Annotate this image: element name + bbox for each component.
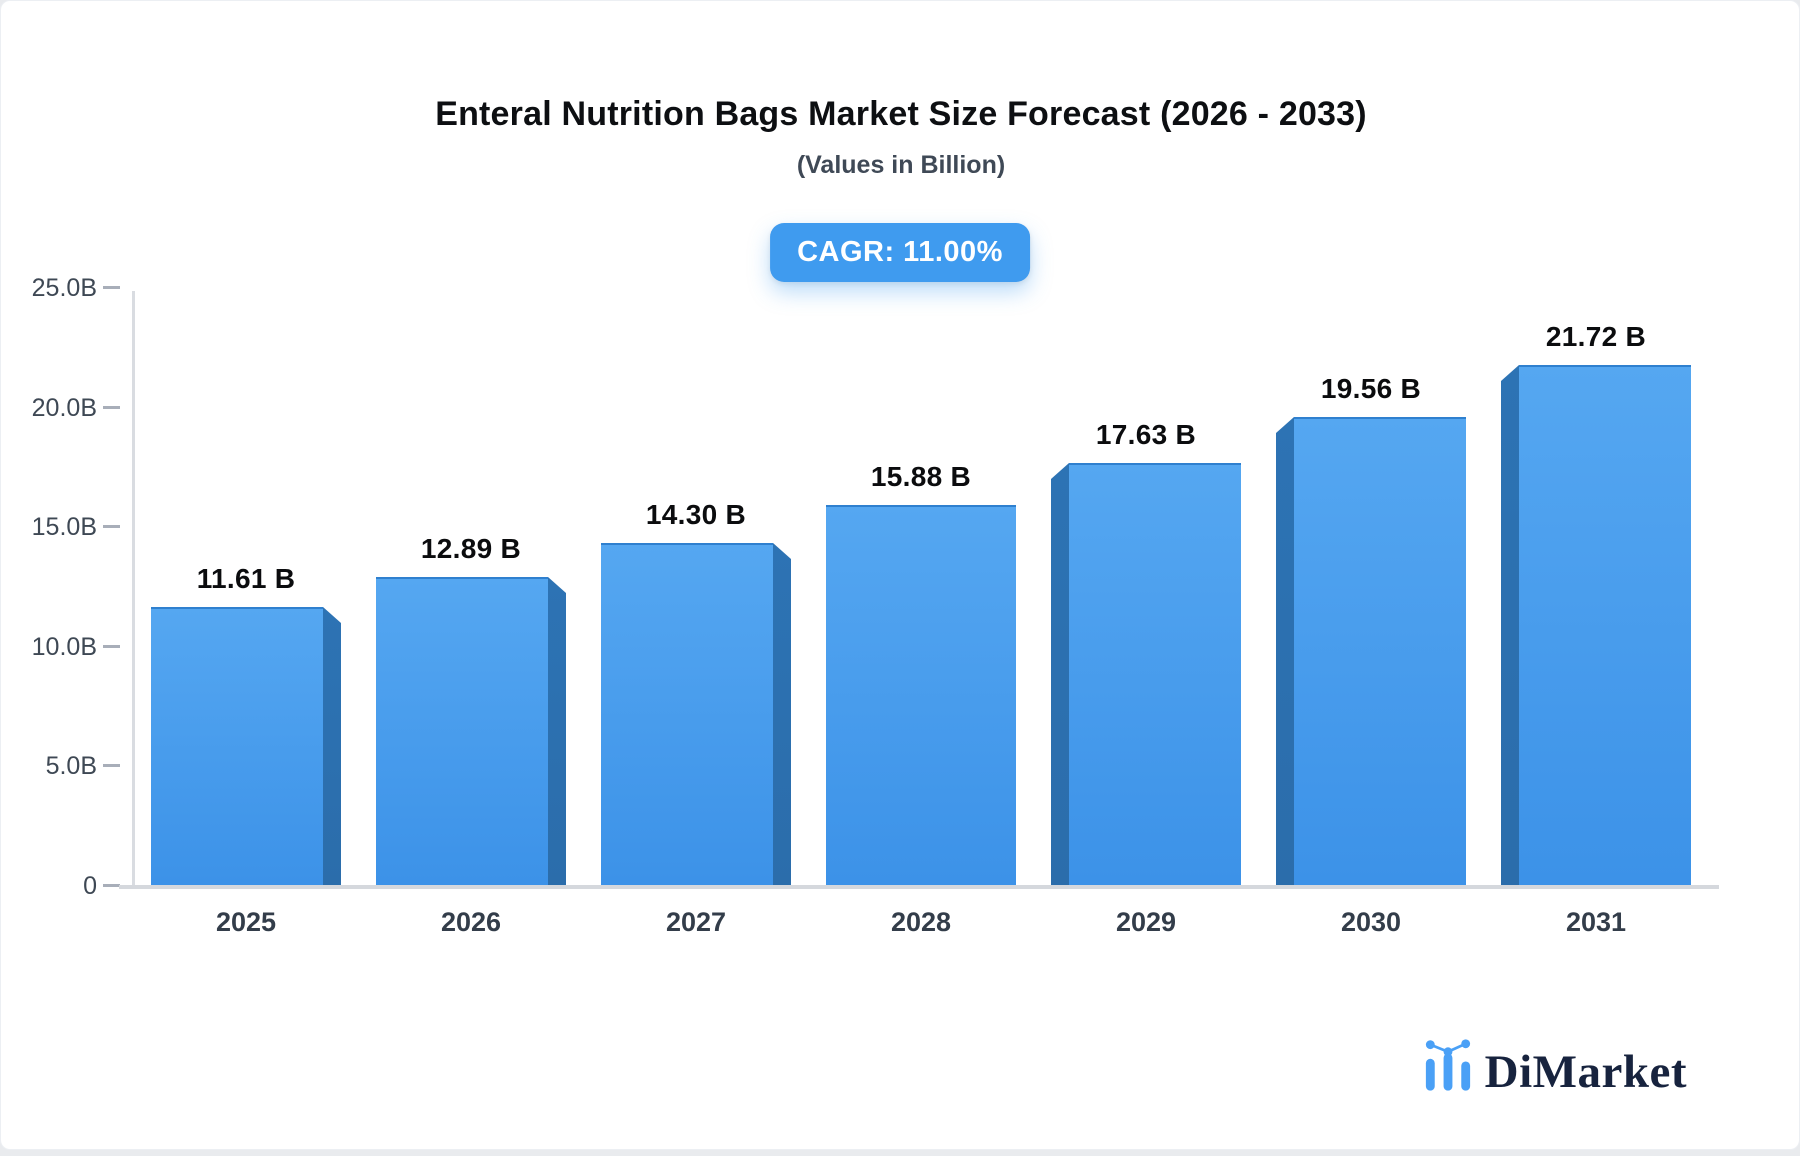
- y-axis-tick-mark: [103, 405, 120, 409]
- chart-title: Enteral Nutrition Bags Market Size Forec…: [435, 95, 1367, 133]
- dimarket-bars-icon: [1425, 1039, 1471, 1096]
- bar-value-label: 21.72 B: [1545, 321, 1647, 352]
- x-axis-category-label: 2025: [215, 907, 277, 937]
- y-axis-tick-mark: [103, 286, 120, 289]
- bar-3d-side-2031: [1501, 365, 1519, 885]
- bar-2029: [1069, 463, 1241, 885]
- cagr-badge: CAGR: 11.00%: [770, 223, 1030, 282]
- x-axis-category-label: 2027: [665, 907, 727, 937]
- y-axis-line: [132, 291, 135, 889]
- y-axis-tick-mark: [103, 525, 120, 529]
- bar-value-label: 17.63 B: [1095, 419, 1197, 450]
- bar-2027: [601, 543, 773, 885]
- y-axis-tick-label: 0: [83, 872, 97, 900]
- bar-3d-side-2025: [323, 607, 341, 885]
- y-axis-tick-label: 25.0B: [31, 274, 97, 302]
- x-axis-category-label: 2029: [1115, 907, 1177, 937]
- y-axis-tick-label: 10.0B: [31, 632, 97, 661]
- x-axis-category-label: 2026: [440, 907, 502, 937]
- x-axis-category-label: 2030: [1340, 907, 1402, 937]
- brand-name: DiMarket: [1484, 1046, 1687, 1098]
- y-axis-tick-mark: [103, 764, 120, 768]
- x-axis-category-label: 2031: [1565, 907, 1627, 937]
- bar-3d-side-2029: [1051, 463, 1069, 885]
- y-axis-tick-mark: [103, 644, 120, 648]
- y-axis-tick-mark: [103, 884, 120, 887]
- bar-value-label: 11.61 B: [196, 563, 296, 594]
- bar-value-label: 14.30 B: [645, 499, 747, 530]
- bar-2030: [1294, 417, 1466, 885]
- bar-value-label: 12.89 B: [420, 533, 522, 564]
- x-axis-category-label: 2028: [890, 907, 952, 937]
- bar-value-label: 19.56 B: [1320, 373, 1422, 404]
- y-axis-tick-label: 20.0B: [31, 393, 97, 422]
- chart-subtitle: (Values in Billion): [796, 151, 1006, 179]
- bar-2025: [151, 607, 323, 885]
- bar-3d-side-2030: [1276, 417, 1294, 885]
- x-axis-line: [119, 885, 1719, 889]
- bar-2026: [376, 577, 548, 885]
- brand-logo: DiMarket: [1425, 1039, 1687, 1096]
- y-axis-tick-label: 5.0B: [45, 752, 97, 781]
- bar-3d-side-2027: [773, 543, 791, 885]
- y-axis-tick-label: 15.0B: [31, 513, 97, 542]
- bar-2028: [826, 505, 1016, 885]
- bar-2031: [1519, 365, 1691, 885]
- bar-value-label: 15.88 B: [870, 461, 972, 492]
- bar-3d-side-2026: [548, 577, 566, 885]
